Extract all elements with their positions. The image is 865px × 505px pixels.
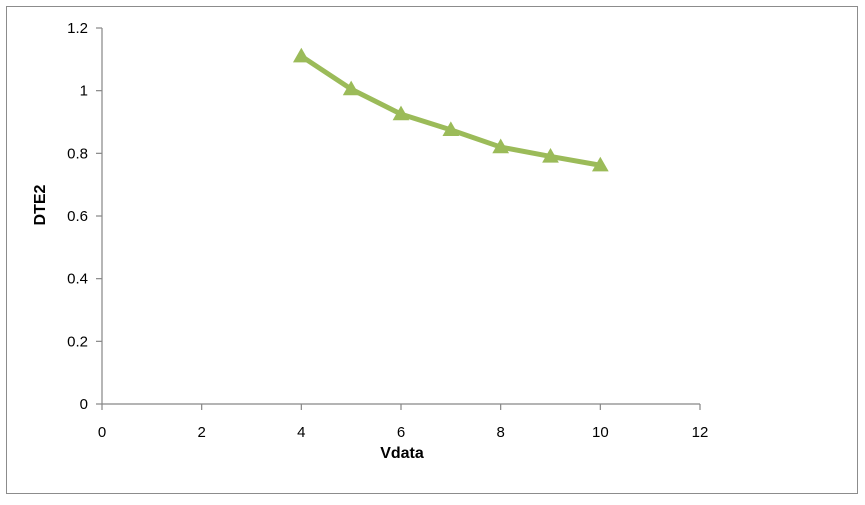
y-tick-label: 0.8 (67, 145, 88, 162)
y-tick-label: 0.6 (67, 208, 88, 225)
y-tick-label: 0.2 (67, 333, 88, 350)
series-group (294, 49, 608, 171)
x-axis-title: Vdata (380, 445, 424, 462)
y-tick-label: 1.2 (67, 20, 88, 37)
y-axis-title: DTE2 (32, 184, 49, 225)
x-tick-label: 6 (397, 424, 405, 441)
x-tick-label: 12 (692, 424, 709, 441)
x-tick-label: 8 (496, 424, 504, 441)
y-tick-label: 0 (80, 396, 88, 413)
x-tick-label: 4 (297, 424, 305, 441)
x-tick-label: 10 (592, 424, 609, 441)
y-tick-label: 0.4 (67, 271, 88, 288)
axes (96, 28, 700, 410)
y-tick-label: 1 (80, 83, 88, 100)
x-tick-label: 2 (197, 424, 205, 441)
tick-labels: 0 0.2 0.4 0.6 0.8 1 1.2 0 2 4 6 8 10 12 (67, 20, 708, 441)
data-point-triangle (294, 49, 309, 62)
series-line (301, 56, 600, 165)
x-tick-label: 0 (98, 424, 106, 441)
